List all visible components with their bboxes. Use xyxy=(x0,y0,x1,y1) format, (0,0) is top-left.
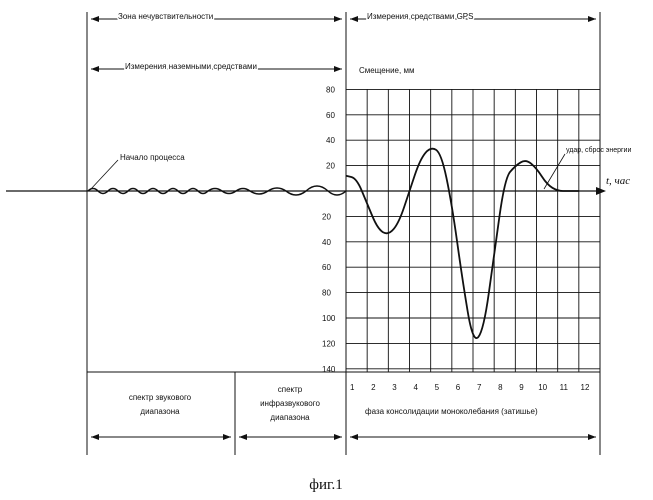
y-tick-label: 60 xyxy=(326,111,335,120)
y-tick-label: 80 xyxy=(322,289,331,298)
gps-measurements-label: Измерения средствами GPS xyxy=(367,12,473,21)
displacement-curve xyxy=(345,147,579,339)
ground-measurements-label: Измерения наземными средствами xyxy=(125,62,257,71)
start-process-label: Начало процесса xyxy=(120,153,185,162)
y-tick-label: 20 xyxy=(326,162,335,171)
y-tick-label: 140 xyxy=(322,365,336,374)
y-tick-label: 60 xyxy=(322,263,331,272)
x-tick-labels: 1 2 3 4 5 6 7 8 9 10 11 12 xyxy=(350,383,590,392)
x-tick-label: 6 xyxy=(456,383,461,392)
zone-sound-line2: диапазона xyxy=(140,407,180,416)
time-axis-arrow xyxy=(596,187,606,195)
x-tick-label: 12 xyxy=(581,383,590,392)
zone-infrasound-line2: инфразвукового xyxy=(260,399,320,408)
y-tick-labels: 80 60 40 20 20 40 60 80 100 120 140 xyxy=(322,85,336,373)
x-tick-label: 1 xyxy=(350,383,355,392)
x-tick-label: 4 xyxy=(413,383,418,392)
figure-caption: фиг.1 xyxy=(309,477,342,493)
consolidation-zone-arrow xyxy=(350,434,596,440)
dead-zone-arrow xyxy=(91,16,342,22)
y-tick-label: 40 xyxy=(322,238,331,247)
x-tick-label: 11 xyxy=(560,383,569,392)
grid xyxy=(345,88,601,372)
x-tick-label: 3 xyxy=(392,383,397,392)
y-tick-label: 80 xyxy=(326,85,335,94)
ground-measurements-arrow xyxy=(91,66,342,72)
start-process-pointer xyxy=(89,159,119,191)
offset-axis-label: Смещение, мм xyxy=(359,66,414,75)
x-tick-label: 7 xyxy=(477,383,482,392)
y-tick-label: 40 xyxy=(326,136,335,145)
y-tick-label: 120 xyxy=(322,339,336,348)
time-axis-label: t, час xyxy=(606,175,630,187)
zone-infrasound-line3: диапазона xyxy=(270,413,310,422)
y-tick-label: 100 xyxy=(322,314,336,323)
x-tick-label: 8 xyxy=(498,383,503,392)
x-tick-label: 9 xyxy=(519,383,524,392)
sound-oscillation xyxy=(87,185,347,196)
zone-consolidation-label: фаза консолидации монокoлебания (затишье… xyxy=(365,407,538,416)
infrasound-zone-arrow xyxy=(239,434,342,440)
x-tick-label: 10 xyxy=(538,383,547,392)
x-tick-label: 2 xyxy=(371,383,376,392)
gps-arrow xyxy=(350,16,596,22)
sound-zone-arrow xyxy=(91,434,231,440)
dead-zone-label: Зона нечувствительности xyxy=(118,12,213,21)
zone-infrasound-line1: спектр xyxy=(278,385,303,394)
y-tick-label: 20 xyxy=(322,212,331,221)
energy-release-label: удар, сброс энергии xyxy=(566,146,631,154)
zone-sound-line1: спектр звукового xyxy=(129,393,192,402)
x-tick-label: 5 xyxy=(435,383,440,392)
